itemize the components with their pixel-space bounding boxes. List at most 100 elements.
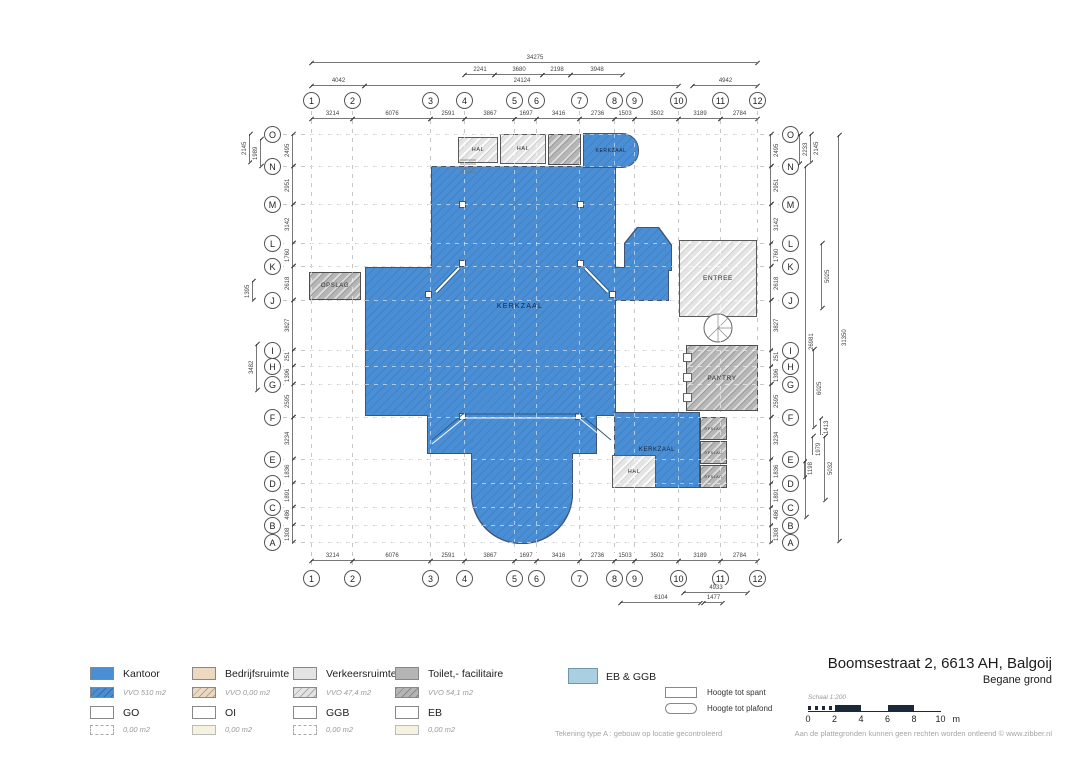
dimension-text: 3142 — [773, 209, 781, 238]
legend-swatch-hoogte-plafond — [665, 703, 697, 714]
dimension-text: 4042 — [325, 78, 352, 84]
grid-bubble-col-7-top: 7 — [571, 92, 588, 109]
grid-bubble-row-O-right: O — [782, 126, 799, 143]
grid-bubble-col-10-bottom: 10 — [670, 570, 687, 587]
dimension: 2145 — [241, 131, 253, 165]
grid-bubble-row-E-right: E — [782, 451, 799, 468]
legend-value: 0,00 m2 — [326, 725, 354, 734]
kerkzaal-area — [615, 268, 668, 300]
dimension: 3827 — [284, 297, 296, 353]
grid-bubble-row-F-left: F — [264, 409, 281, 426]
grid-overlay-row-D — [311, 483, 757, 484]
grid-bubble-row-K-right: K — [782, 258, 799, 275]
grid-bubble-col-5-bottom: 5 — [506, 570, 523, 587]
dimension: 2145 — [808, 131, 821, 165]
dimension: 1308 — [768, 519, 781, 548]
kerkzaal-area — [366, 268, 615, 415]
legend-label: OI — [225, 707, 237, 719]
grid-bubble-col-12-top: 12 — [749, 92, 766, 109]
dimension-text: 3234 — [284, 424, 292, 452]
legend-swatch-toilet-facilitaire — [395, 667, 419, 680]
footer-note-left: Tekening type A : gebouw op locatie geco… — [555, 729, 723, 738]
dimension: 3189 — [675, 553, 723, 564]
dimension-text: 6076 — [379, 553, 405, 559]
grid-bubble-col-12-bottom: 12 — [749, 570, 766, 587]
dimension-text: 34275 — [522, 55, 548, 61]
dimension-text: 2233 — [802, 134, 810, 163]
grid-bubble-col-9-top: 9 — [626, 92, 643, 109]
grid-bubble-row-A-right: A — [782, 534, 799, 551]
grid-bubble-col-10-top: 10 — [670, 92, 687, 109]
grid-bubble-row-I-left: I — [264, 342, 281, 359]
grid-overlay-col-12 — [757, 134, 758, 542]
grid-overlay-row-L — [311, 243, 757, 244]
grid-bubble-col-1-bottom: 1 — [303, 570, 320, 587]
grid-bubble-col-5-top: 5 — [506, 92, 523, 109]
dimension-text: 2198 — [544, 67, 570, 73]
dimension: 1836 — [768, 456, 781, 486]
grid-overlay-row-O — [311, 134, 757, 135]
dimension-text: 6104 — [648, 595, 674, 601]
legend-swatch-sub — [395, 725, 419, 735]
dimension: 1503 — [611, 111, 638, 122]
legend-swatch-sub — [192, 725, 216, 735]
legend-swatch-verkeersruimte — [293, 667, 317, 680]
dimension-text: 31350 — [841, 324, 849, 352]
dimension: 3416 — [533, 111, 582, 122]
dimension-text: 1979 — [815, 434, 823, 463]
dimension: 1486 — [284, 502, 296, 530]
grid-bubble-row-M-right: M — [782, 196, 799, 213]
grid-bubble-row-B-right: B — [782, 517, 799, 534]
grid-overlay-col-11 — [720, 134, 721, 542]
dimension-text: 1395 — [244, 276, 252, 305]
room-hal: HAL — [500, 134, 546, 164]
grid-bubble-col-6-top: 6 — [528, 92, 545, 109]
dimension-text: 3827 — [284, 311, 292, 339]
legend-swatch-ggb — [293, 706, 317, 719]
scale-tick: 6 — [884, 714, 890, 724]
grid-bubble-row-C-left: C — [264, 499, 281, 516]
legend-value: VVO 47,4 m2 — [326, 688, 372, 697]
grid-overlay-col-7 — [579, 134, 580, 542]
room-opslag: OPSLAG — [700, 417, 727, 440]
dimension: 3142 — [284, 201, 296, 246]
dimension: 1760 — [284, 240, 296, 269]
dimension: 1503 — [611, 553, 638, 564]
scale-tick: 4 — [858, 714, 864, 724]
page-subtitle: Begane grond — [982, 674, 1052, 686]
grid-overlay-row-J — [311, 300, 757, 301]
dimension-text: 1697 — [513, 553, 539, 559]
footer-note-right: Aan de plattegronden kunnen geen rechten… — [794, 729, 1052, 738]
dimension: 1396 — [768, 361, 781, 389]
legend-swatch-sub — [293, 725, 317, 735]
legend-label: Hoogte tot plafond — [707, 704, 773, 713]
grid-bubble-col-7-bottom: 7 — [571, 570, 588, 587]
grid-overlay-row-H — [311, 366, 757, 367]
legend-label: GO — [123, 707, 140, 719]
grid-bubble-col-3-bottom: 3 — [422, 570, 439, 587]
dimension-text: 1308 — [773, 519, 781, 548]
dimension-text: 3482 — [248, 353, 256, 381]
legend-swatch-bedrijfsruimte — [192, 667, 216, 680]
grid-bubble-row-J-left: J — [264, 292, 281, 309]
grid-overlay-col-6 — [536, 134, 537, 542]
dimension: 3234 — [284, 414, 296, 462]
grid-bubble-row-L-right: L — [782, 235, 799, 252]
room-opslag: OPSLAG — [700, 465, 727, 488]
legend-swatch-eb — [395, 706, 419, 719]
scale-tick: 0 — [805, 714, 811, 724]
dimension-text: 1697 — [513, 111, 539, 117]
grid-overlay-col-4 — [464, 134, 465, 542]
scale-bar — [808, 705, 941, 712]
dimension-text: 4933 — [703, 585, 729, 591]
kerkzaal-bay — [625, 228, 671, 270]
grid-overlay-col-10 — [678, 134, 679, 542]
legend-swatch-hatched — [395, 687, 419, 698]
dimension: 34275 — [308, 55, 760, 66]
dimension-text: 1760 — [284, 240, 292, 269]
legend-swatch-kantoor — [90, 667, 114, 680]
dimension: 4942 — [689, 78, 760, 89]
grid-overlay-row-E — [311, 459, 757, 460]
grid-overlay-col-9 — [634, 134, 635, 542]
